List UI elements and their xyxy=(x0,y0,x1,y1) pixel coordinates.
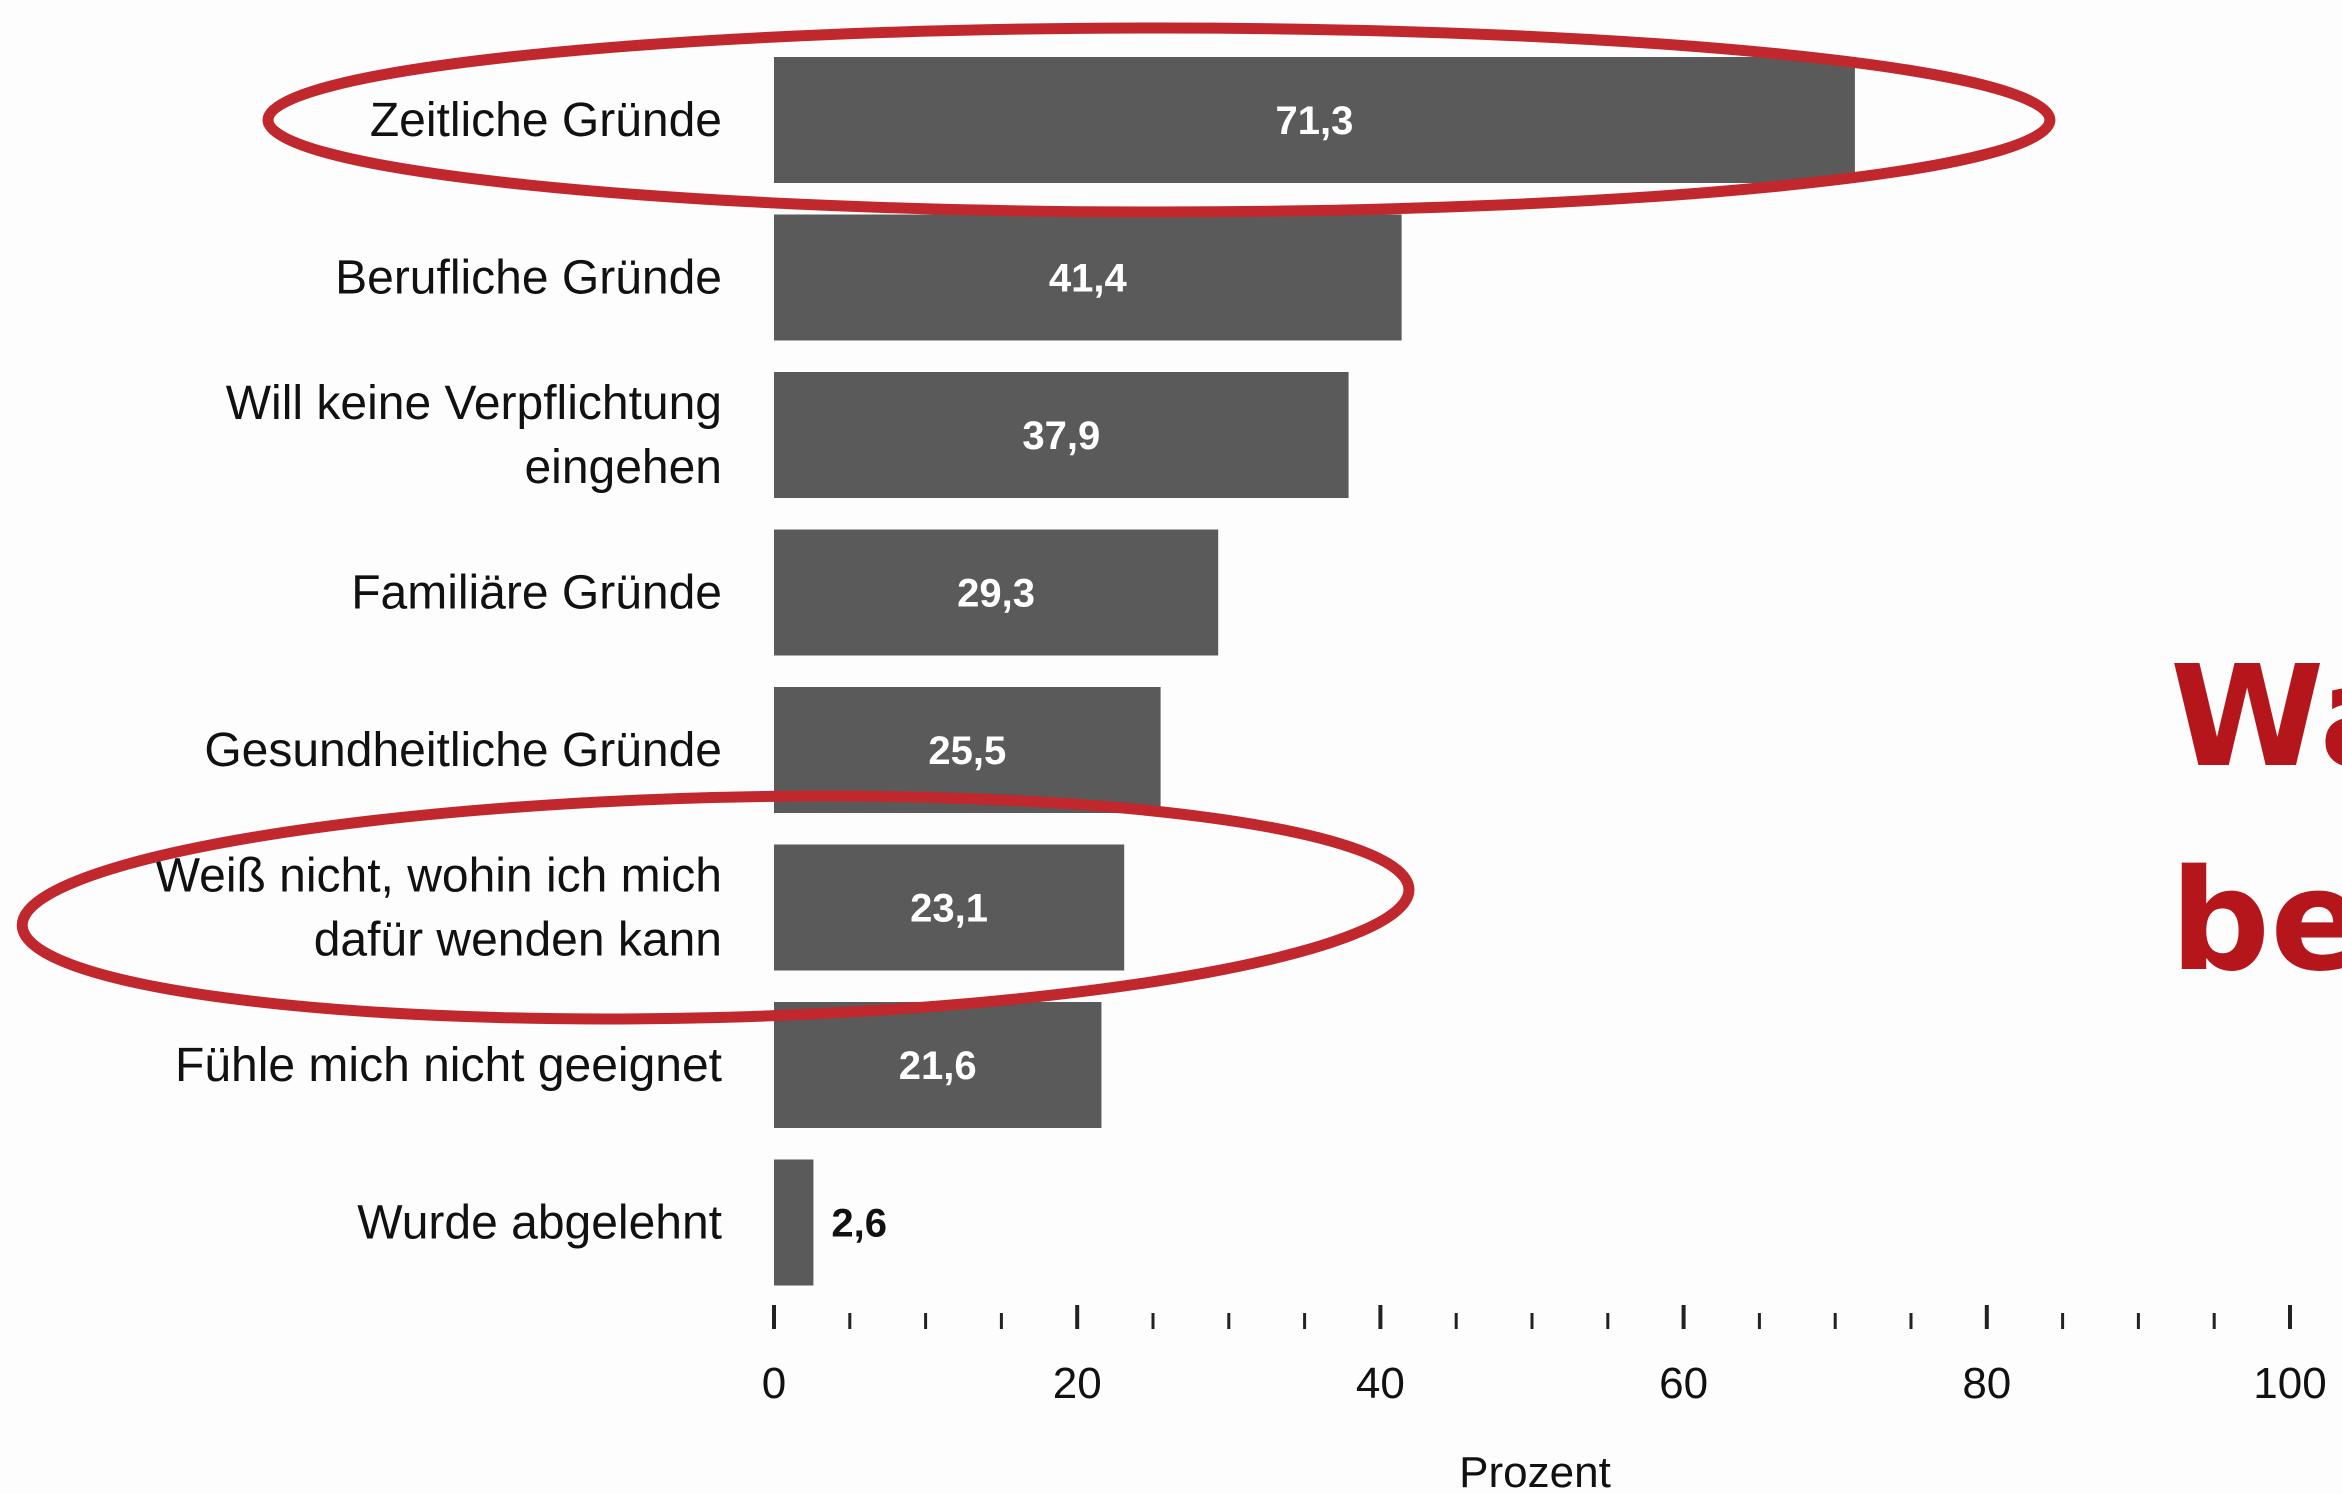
category-label-line: Wurde abgelehnt xyxy=(357,1197,722,1250)
category-label: Will keine Verpflichtung eingehen xyxy=(226,377,722,494)
bar-value-label: 2,6 xyxy=(831,1202,887,1246)
category-label-line: Fühle mich nicht geeignet xyxy=(175,1039,722,1092)
category-label: Zeitliche Gründe xyxy=(370,94,722,147)
tick-label: 80 xyxy=(1962,1359,2011,1408)
category-label: Fühle mich nicht geeignet xyxy=(175,1039,722,1092)
category-label-line: Will keine Verpflichtung xyxy=(226,377,722,430)
category-label: Weiß nicht, wohin ich mich dafür wenden k… xyxy=(155,850,722,967)
category-label-line: Berufliche Gründe xyxy=(335,252,722,305)
bar xyxy=(774,214,1402,341)
bar xyxy=(774,1159,814,1286)
x-axis-title: Prozent xyxy=(1459,1448,1611,1494)
tick-label: 0 xyxy=(762,1359,786,1408)
category-label: Gesundheitliche Gründe xyxy=(204,724,722,777)
category-label-line: Gesundheitliche Gründe xyxy=(204,724,722,777)
bar-value-label: 29,3 xyxy=(957,572,1035,616)
category-label-line: eingehen xyxy=(524,441,722,494)
bar-value-label: 71,3 xyxy=(1276,99,1354,143)
category-label-line: dafür wenden kann xyxy=(314,914,722,967)
bar xyxy=(774,372,1349,498)
tick-label: 60 xyxy=(1659,1359,1708,1408)
tick-label: 20 xyxy=(1053,1359,1102,1408)
bar-value-label: 41,4 xyxy=(1049,257,1128,301)
bar-value-label: 37,9 xyxy=(1022,414,1100,458)
category-labels: Zeitliche Gründe Berufliche Gründe Will ke… xyxy=(155,94,722,1250)
highlight-ellipse xyxy=(16,790,1415,1025)
bars-layer: 71,3 41,4 37,9 29,3 25,5 23,1 21,6 2,6 xyxy=(774,57,1855,1286)
category-label: Wurde abgelehnt xyxy=(357,1197,722,1250)
x-axis: 0 20 40 60 80 100 xyxy=(762,1305,2327,1408)
tick-label: 100 xyxy=(2253,1359,2326,1408)
category-label-line: Zeitliche Gründe xyxy=(370,94,722,147)
category-label-line: Familiäre Gründe xyxy=(351,567,722,620)
tick-label: 40 xyxy=(1356,1359,1405,1408)
annotation-line-2: be xyxy=(2170,840,2342,1003)
bar-value-label: 23,1 xyxy=(910,887,988,931)
bar xyxy=(774,844,1125,971)
category-label-line: Weiß nicht, wohin ich mich xyxy=(155,850,722,903)
bar xyxy=(774,1002,1102,1128)
bar-value-label: 21,6 xyxy=(899,1044,977,1088)
bar xyxy=(774,529,1219,656)
bar-value-label: 25,5 xyxy=(928,729,1006,773)
category-label: Familiäre Gründe xyxy=(351,567,722,620)
category-label: Berufliche Gründe xyxy=(335,252,722,305)
highlight-ellipses xyxy=(16,22,2056,1025)
bar xyxy=(774,57,1855,183)
highlight-ellipse xyxy=(262,22,2056,218)
annotation-line-1: Wa xyxy=(2170,636,2342,799)
